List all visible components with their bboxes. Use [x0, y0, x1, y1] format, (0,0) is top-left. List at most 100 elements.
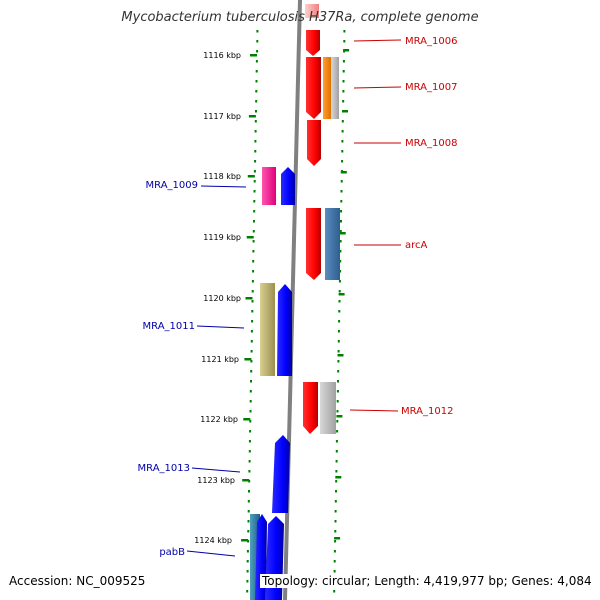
gene-arrow-mra-1011[interactable] — [277, 284, 292, 376]
tick-label: 1120 kbp — [203, 294, 241, 303]
gene-arrow-mra-1008[interactable] — [307, 120, 321, 166]
ruler-dot — [255, 80, 258, 83]
ruler-dot — [334, 520, 337, 523]
ruler-dot — [254, 130, 257, 133]
ruler-dot — [255, 100, 258, 103]
ruler-dot — [250, 350, 253, 353]
ruler-dot — [250, 370, 253, 373]
ruler-dot — [247, 500, 250, 503]
gene-label-mra-1009[interactable]: MRA_1009 — [146, 180, 198, 191]
ruler-dot — [253, 180, 256, 183]
ruler-dot — [341, 150, 344, 153]
ruler-lines — [246, 30, 346, 593]
ruler-dot — [251, 290, 254, 293]
ruler-dot — [337, 350, 340, 353]
ruler-dot — [342, 60, 345, 63]
ruler-dot — [253, 190, 256, 193]
tick-mark — [343, 49, 350, 52]
ruler-dot — [253, 170, 256, 173]
ruler-dot — [251, 320, 254, 323]
ruler-dot — [246, 570, 249, 573]
ruler-dot — [337, 370, 340, 373]
ruler-dot — [339, 270, 342, 273]
ruler-dot — [335, 490, 337, 493]
ruler-dot — [254, 150, 257, 153]
gene-feature-khaki[interactable] — [260, 283, 275, 376]
tick-label: 1116 kbp — [203, 51, 241, 60]
ruler-dot — [254, 140, 257, 143]
ruler-dot — [253, 220, 255, 223]
label-leaders — [186, 39, 402, 557]
ruler-dot — [335, 460, 338, 463]
ruler-dot — [248, 450, 251, 453]
tick-mark — [247, 175, 255, 178]
ruler-dot — [336, 420, 339, 423]
ruler-dot — [342, 70, 345, 73]
gene-label-mra-1006[interactable]: MRA_1006 — [405, 36, 457, 47]
ruler-dot — [247, 520, 250, 523]
ruler-dot — [251, 280, 254, 283]
ruler-dot — [334, 540, 337, 543]
gene-arrow-mra-1013[interactable] — [272, 435, 290, 513]
tick-mark — [336, 415, 343, 418]
gene-label-mra-1008[interactable]: MRA_1008 — [405, 138, 457, 149]
ruler-dot — [335, 450, 338, 453]
tick-label: 1123 kbp — [197, 476, 235, 485]
ruler-dot — [252, 240, 255, 243]
ruler-dot — [342, 80, 345, 83]
accession-text: Accession: NC_009525 — [9, 574, 146, 588]
ruler-dot — [333, 570, 336, 573]
gene-label-mra-1013[interactable]: MRA_1013 — [138, 463, 190, 474]
ruler-dot — [334, 500, 337, 503]
gene-label-mra-1012[interactable]: MRA_1012 — [401, 406, 453, 417]
gene-feature-gray[interactable] — [331, 57, 339, 119]
ruler-dot — [251, 300, 254, 303]
gene-feature-teal[interactable] — [250, 514, 260, 600]
gene-arrow-arca[interactable] — [306, 208, 321, 280]
gene-arrow-mra-1009[interactable] — [281, 167, 295, 205]
gene-arrow-mra-1012[interactable] — [303, 382, 318, 434]
ruler-dot — [250, 360, 253, 363]
tick-mark — [338, 293, 345, 296]
ruler-dot — [339, 250, 342, 253]
ruler-dot — [248, 460, 251, 463]
gene-feature-pink[interactable] — [262, 167, 276, 205]
gene-label-arca[interactable]: arcA — [405, 240, 428, 251]
tick-mark — [243, 418, 251, 421]
genome-backbone — [283, 0, 302, 600]
ruler-dot — [334, 530, 337, 533]
ruler-dot — [335, 440, 338, 443]
ruler-dot — [252, 250, 255, 253]
gene-label-mra-1011[interactable]: MRA_1011 — [143, 321, 195, 332]
gene-label-mra-1007[interactable]: MRA_1007 — [405, 82, 457, 93]
ruler-dot — [249, 430, 252, 433]
gene-feature-orange[interactable] — [323, 57, 331, 119]
ruler-dot — [255, 60, 258, 63]
ruler-dot — [254, 120, 257, 123]
tick-label: 1118 kbp — [203, 172, 241, 181]
ruler-dot — [335, 480, 338, 483]
ruler-dot — [336, 390, 339, 393]
tick-mark — [241, 539, 249, 542]
gene-label-pabb[interactable]: pabB — [159, 547, 185, 558]
ruler-dot — [336, 410, 339, 413]
ruler-dot — [254, 160, 257, 163]
ruler-dot — [256, 50, 259, 53]
gene-feature[interactable] — [305, 4, 319, 18]
ruler-dot — [340, 180, 343, 183]
gene-feature-gray[interactable] — [320, 382, 336, 434]
ruler-dot — [343, 30, 346, 33]
ruler-dot — [334, 510, 337, 513]
ruler-dot — [341, 160, 344, 163]
ruler-dot — [340, 210, 343, 213]
gene-feature-steel[interactable] — [325, 208, 340, 280]
gene-arrow-mra-1007[interactable] — [306, 57, 321, 119]
ruler-dot — [341, 140, 344, 143]
ruler-dot — [342, 90, 345, 93]
tick-label: 1122 kbp — [200, 415, 238, 424]
gene-arrow-mra-1006[interactable] — [306, 30, 320, 56]
ruler-dot — [255, 70, 258, 73]
tick-mark — [334, 537, 341, 540]
tick-mark — [342, 110, 348, 113]
